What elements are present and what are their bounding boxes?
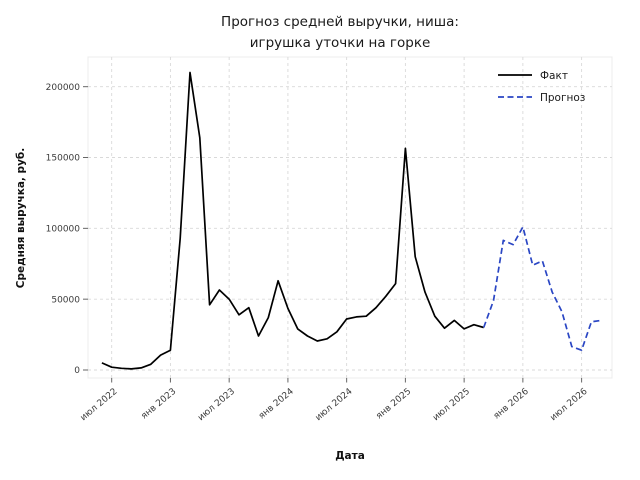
chart-title-line-2: игрушка уточки на горке [250,35,431,51]
x-tick-label: янв 2023 [139,387,178,422]
x-tick-label: июл 2022 [79,387,120,424]
plot-area-border [87,56,613,379]
legend: Факт Прогноз [498,70,585,104]
x-tick-label: янв 2024 [257,386,296,421]
legend-item-fact: Факт [498,70,568,82]
y-tick-label: 100000 [46,225,81,235]
x-axis-label: Дата [335,450,365,462]
x-tick-label: янв 2026 [492,386,531,421]
series-layer [101,71,602,370]
legend-label-forecast: Прогноз [540,92,585,104]
chart-title-line-1: Прогноз средней выручки, ниша: [221,14,459,30]
fact-line [101,71,484,370]
x-tick-label: янв 2025 [374,387,413,422]
x-tick-label: июл 2024 [314,386,355,423]
legend-label-fact: Факт [540,70,568,82]
y-tick-label: 150000 [46,154,81,164]
x-tick-label: июл 2026 [549,386,590,423]
y-tick-label: 50000 [51,295,80,305]
forecast-line [482,226,602,352]
grid-layer [88,57,612,378]
x-tick-label: июл 2025 [431,387,472,424]
x-tick-label: июл 2023 [196,387,237,424]
y-axis-label: Средняя выручка, руб. [15,148,27,288]
legend-item-forecast: Прогноз [498,92,585,104]
y-tick-label: 0 [74,366,80,376]
tick-layer: 0 50000 100000 150000 200000 июл 2022 янв 2023… [46,83,590,423]
y-tick-label: 200000 [46,83,81,93]
